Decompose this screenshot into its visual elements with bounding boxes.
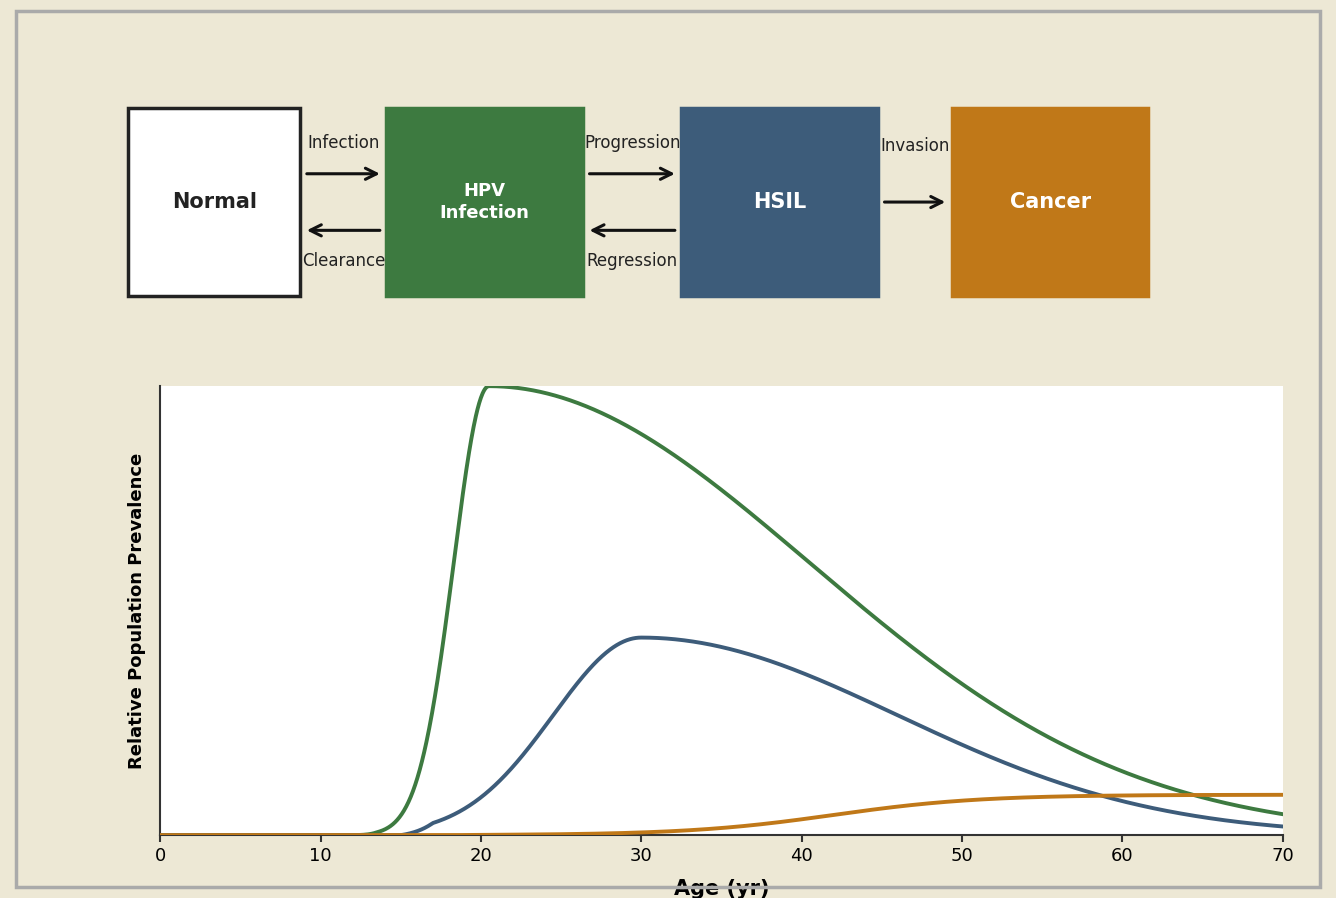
Text: Invasion: Invasion: [880, 136, 950, 155]
FancyBboxPatch shape: [128, 108, 301, 296]
X-axis label: Age (yr): Age (yr): [673, 879, 770, 898]
FancyBboxPatch shape: [386, 108, 582, 296]
Text: Progression: Progression: [584, 134, 680, 152]
Text: Infection: Infection: [307, 134, 379, 152]
Y-axis label: Relative Population Prevalence: Relative Population Prevalence: [128, 453, 147, 769]
Text: HSIL: HSIL: [754, 192, 807, 212]
Text: Normal: Normal: [172, 192, 257, 212]
Text: HPV
Infection: HPV Infection: [440, 182, 529, 222]
Text: Regression: Regression: [587, 252, 677, 270]
FancyBboxPatch shape: [681, 108, 878, 296]
FancyBboxPatch shape: [951, 108, 1149, 296]
Text: Clearance: Clearance: [302, 252, 385, 270]
Text: Cancer: Cancer: [1010, 192, 1090, 212]
